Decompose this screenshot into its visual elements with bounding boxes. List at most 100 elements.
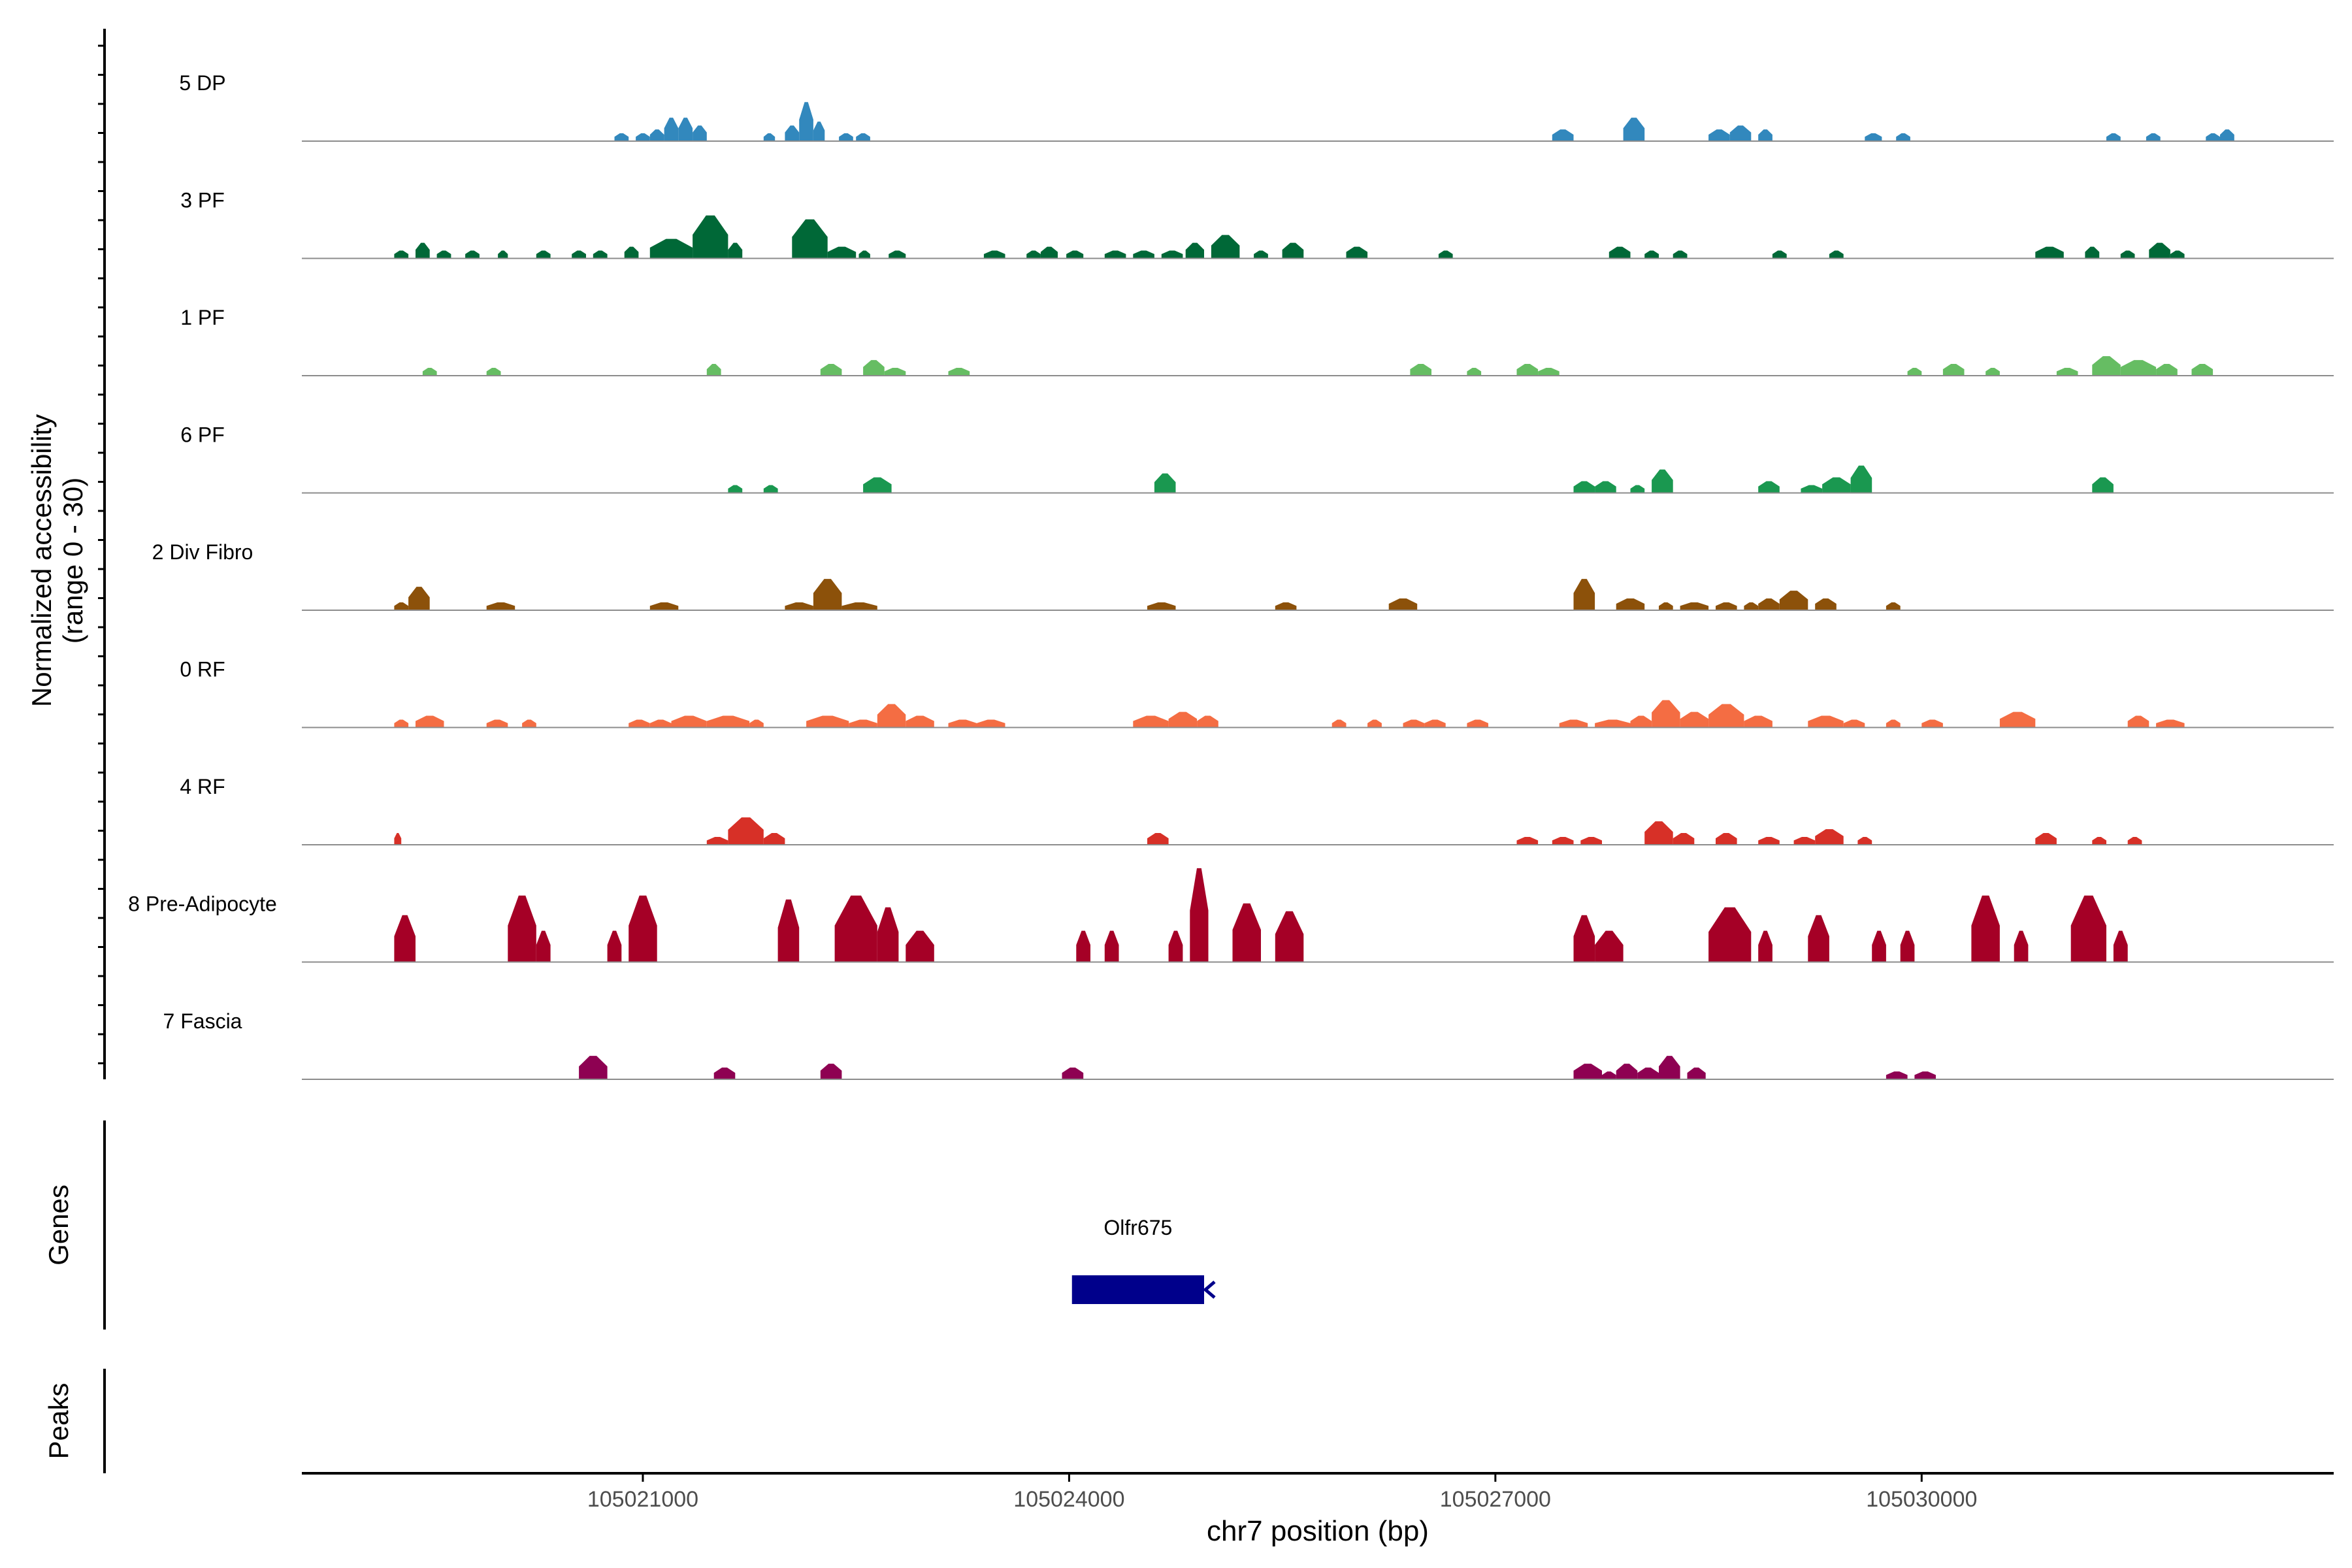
peak-6-9 <box>749 719 764 728</box>
x-tick-label-4: 105030000 <box>1866 1487 1977 1512</box>
peak-7-4 <box>763 833 785 845</box>
peak-7-12 <box>1758 837 1780 845</box>
peak-3-9 <box>1467 368 1482 376</box>
peak-3-11 <box>1538 368 1560 376</box>
peak-5-19 <box>1815 598 1837 610</box>
peak-3-15 <box>2056 368 2078 376</box>
peak-6-33 <box>1886 719 1901 728</box>
peak-4-8 <box>1652 469 1673 493</box>
peak-9-1 <box>579 1056 608 1079</box>
peak-7-10 <box>1673 833 1695 845</box>
gene-strand-arrow-1 <box>1203 1281 1216 1299</box>
gene-body-1 <box>1071 1275 1205 1304</box>
peak-9-5 <box>1573 1064 1602 1079</box>
peak-7-13 <box>1793 837 1816 845</box>
peak-7-5 <box>1147 833 1169 845</box>
peak-2-9 <box>624 246 639 259</box>
peak-5-8 <box>1147 602 1176 610</box>
peak-6-10 <box>806 715 849 728</box>
peak-2-23 <box>1161 250 1183 259</box>
peak-4-11 <box>1822 477 1851 493</box>
peak-2-38 <box>2149 242 2170 259</box>
peak-3-7 <box>948 368 970 376</box>
peak-7-2 <box>706 837 728 845</box>
peak-5-7 <box>841 602 877 610</box>
peak-4-6 <box>1595 481 1616 493</box>
peak-1-12 <box>856 133 870 141</box>
peak-7-16 <box>2035 833 2057 845</box>
track-label-7: 4 RF <box>180 775 225 798</box>
peak-2-33 <box>1772 250 1787 259</box>
track-label-4: 6 PF <box>180 423 225 447</box>
peak-5-1 <box>394 602 409 610</box>
peak-2-4 <box>465 250 480 259</box>
peak-8-20 <box>1808 915 1829 962</box>
peak-6-32 <box>1843 719 1865 728</box>
peak-8-13 <box>1190 868 1209 962</box>
peak-7-15 <box>1857 837 1872 845</box>
peak-2-15 <box>858 250 870 259</box>
track-5: 2 Div Fibro <box>152 540 2334 611</box>
peak-9-11 <box>1886 1071 1908 1079</box>
peak-6-27 <box>1652 700 1680 728</box>
peak-3-4 <box>820 364 842 376</box>
peak-7-18 <box>2127 837 2142 845</box>
peak-9-2 <box>713 1068 736 1079</box>
peak-2-19 <box>1040 246 1058 259</box>
peak-2-30 <box>1609 246 1631 259</box>
peak-4-3 <box>863 477 892 493</box>
track-label-3: 1 PF <box>180 306 225 329</box>
peak-9-4 <box>1062 1068 1084 1079</box>
peak-5-17 <box>1758 598 1780 610</box>
peak-1-3 <box>649 129 664 141</box>
peak-6-2 <box>416 715 444 728</box>
track-label-6: 0 RF <box>180 658 225 681</box>
peak-1-10 <box>813 122 825 141</box>
peak-2-25 <box>1211 235 1240 259</box>
peak-8-21 <box>1872 930 1886 962</box>
peak-5-2 <box>408 587 430 610</box>
peak-6-19 <box>1331 719 1347 728</box>
peak-8-17 <box>1595 930 1624 962</box>
peak-2-1 <box>394 250 409 259</box>
peak-6-34 <box>1921 719 1943 728</box>
peak-8-16 <box>1573 915 1595 962</box>
peak-5-11 <box>1573 579 1595 610</box>
peak-2-13 <box>792 219 828 259</box>
peak-4-2 <box>763 485 778 493</box>
peak-3-6 <box>884 368 906 376</box>
peak-7-9 <box>1644 821 1673 845</box>
peak-5-9 <box>1275 602 1297 610</box>
peak-6-3 <box>486 719 508 728</box>
peak-6-12 <box>877 704 906 728</box>
track-label-9: 7 Fascia <box>163 1009 242 1033</box>
peak-3-3 <box>706 364 721 376</box>
peak-4-13 <box>2092 477 2114 493</box>
track-label-5: 2 Div Fibro <box>152 540 253 564</box>
peak-1-16 <box>1729 125 1752 141</box>
peak-8-15 <box>1275 911 1304 962</box>
peak-2-10 <box>649 238 693 259</box>
peak-2-14 <box>827 246 857 259</box>
peak-6-35 <box>1999 711 2036 728</box>
peak-1-2 <box>636 133 650 141</box>
peak-8-14 <box>1232 903 1261 962</box>
accessibility-tracks: 5 DP 3 PF 1 PF 6 PF 2 Div Fibro 0 RF 4 RF 8 Pre… <box>128 71 2334 1080</box>
peak-3-18 <box>2156 364 2178 376</box>
peak-3-16 <box>2092 356 2121 376</box>
peak-2-5 <box>498 250 508 259</box>
peak-5-12 <box>1616 598 1645 610</box>
peak-6-8 <box>706 715 750 728</box>
peak-6-15 <box>977 719 1005 728</box>
peak-2-27 <box>1282 242 1304 259</box>
peak-8-26 <box>2113 930 2128 962</box>
gene-annotations: Olfr675 <box>1071 1216 1216 1304</box>
peak-6-20 <box>1367 719 1382 728</box>
peak-6-24 <box>1559 719 1588 728</box>
peak-5-16 <box>1744 602 1759 610</box>
peak-2-26 <box>1254 250 1268 259</box>
peak-3-17 <box>2120 360 2157 376</box>
peak-9-9 <box>1659 1056 1680 1079</box>
peak-6-14 <box>948 719 977 728</box>
peak-5-4 <box>649 602 679 610</box>
